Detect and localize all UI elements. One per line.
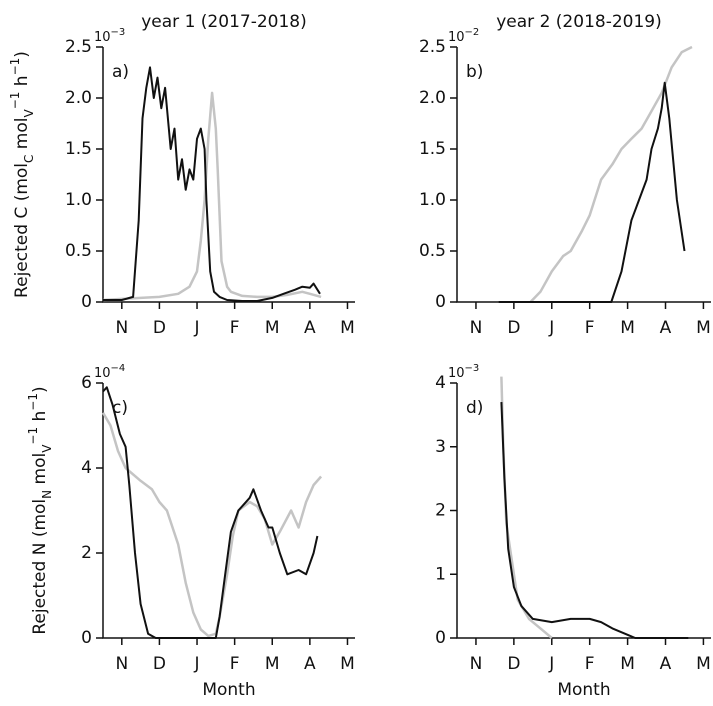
- panel-label: d): [466, 398, 483, 418]
- y-tick-label: 0: [435, 292, 446, 312]
- x-tick-label: D: [507, 654, 520, 674]
- y-tick-label: 1.0: [65, 190, 92, 210]
- y-tick-label: 3: [435, 437, 446, 457]
- y-tick-label: 4: [81, 458, 92, 478]
- axis-frame: [456, 383, 711, 639]
- x-tick-label: F: [230, 654, 240, 674]
- y-tick-label: 0.5: [419, 241, 446, 261]
- x-tick-label: J: [548, 318, 554, 338]
- y-tick-label: 2.0: [65, 88, 92, 108]
- y-axis-label-part: h: [30, 411, 50, 427]
- y-axis-label-part: mol: [12, 118, 32, 155]
- y-scale-base: 10: [94, 366, 111, 381]
- y-scale-exponent: −4: [111, 363, 126, 374]
- x-tick-label: A: [660, 318, 672, 338]
- x-tick-label: D: [153, 654, 166, 674]
- y-tick-label: 2.5: [65, 37, 92, 57]
- y-axis-label: Rejected N (molN molV−1 h−1): [26, 386, 54, 634]
- y-axis-label-part: N: [40, 490, 54, 499]
- y-scale-label: 10−4: [94, 363, 125, 381]
- x-tick-label: A: [304, 318, 316, 338]
- y-axis-label-part: −1: [8, 58, 22, 76]
- data-line: [101, 412, 323, 638]
- data-line: [500, 376, 553, 639]
- y-axis-label-part: Rejected N (mol: [30, 499, 50, 635]
- x-tick-label: F: [585, 654, 595, 674]
- y-scale-base: 10: [448, 30, 465, 45]
- y-tick-label: 2.0: [419, 88, 446, 108]
- y-axis-label: Rejected C (molC molV−1 h−1): [8, 51, 36, 298]
- x-tick-label: M: [340, 318, 355, 338]
- y-axis-label-part: C: [22, 155, 36, 163]
- x-tick-label: N: [115, 654, 128, 674]
- y-scale-exponent: −2: [465, 27, 480, 38]
- y-scale-exponent: −3: [465, 363, 480, 374]
- x-tick-label: J: [194, 318, 200, 338]
- y-tick-label: 2: [81, 543, 92, 563]
- x-tick-label: M: [620, 654, 635, 674]
- x-tick-label: M: [265, 318, 280, 338]
- data-line: [500, 402, 689, 639]
- data-line: [498, 81, 686, 303]
- y-tick-label: 2.5: [419, 37, 446, 57]
- x-tick-label: A: [304, 654, 316, 674]
- y-axis-label-part: −1: [8, 92, 22, 110]
- y-scale-label: 10−3: [94, 27, 125, 45]
- data-line: [103, 66, 321, 302]
- x-tick-label: N: [470, 654, 483, 674]
- x-tick-label: D: [153, 318, 166, 338]
- y-scale-base: 10: [448, 366, 465, 381]
- y-tick-label: 1.5: [65, 139, 92, 159]
- panel-title: year 2 (2018-2019): [496, 12, 661, 32]
- y-scale-base: 10: [94, 30, 111, 45]
- panel-label: b): [466, 62, 483, 82]
- y-axis-label-part: h: [12, 75, 32, 91]
- y-tick-label: 1: [435, 564, 446, 584]
- y-scale-exponent: −3: [111, 27, 126, 38]
- x-tick-label: J: [548, 654, 554, 674]
- y-tick-label: 1.0: [419, 190, 446, 210]
- y-axis-label-part: V: [22, 109, 36, 118]
- x-tick-label: N: [115, 318, 128, 338]
- x-tick-label: D: [507, 318, 520, 338]
- y-axis-label-part: −1: [26, 427, 40, 445]
- y-tick-label: 0.5: [65, 241, 92, 261]
- panel-title: year 1 (2017-2018): [141, 12, 306, 32]
- x-tick-label: M: [265, 654, 280, 674]
- y-tick-label: 1.5: [419, 139, 446, 159]
- x-axis-label: Month: [557, 680, 610, 700]
- y-axis-label-part: ): [12, 51, 32, 58]
- y-axis-label-part: −1: [26, 393, 40, 411]
- x-tick-label: J: [194, 654, 200, 674]
- x-tick-label: M: [696, 654, 711, 674]
- y-tick-label: 6: [81, 373, 92, 393]
- panel-label: c): [112, 398, 128, 418]
- panel-label: a): [112, 62, 129, 82]
- x-tick-label: F: [585, 318, 595, 338]
- x-tick-label: F: [230, 318, 240, 338]
- y-tick-label: 0: [81, 628, 92, 648]
- y-tick-label: 2: [435, 501, 446, 521]
- x-tick-label: A: [660, 654, 672, 674]
- data-line: [529, 45, 693, 303]
- y-scale-label: 10−3: [448, 363, 479, 381]
- y-tick-label: 0: [81, 292, 92, 312]
- x-axis-label: Month: [202, 680, 255, 700]
- x-tick-label: M: [340, 654, 355, 674]
- y-axis-label-part: ): [30, 386, 50, 393]
- data-line: [102, 386, 319, 639]
- axis-frame: [456, 47, 711, 303]
- y-tick-label: 4: [435, 373, 446, 393]
- y-axis-label-part: mol: [30, 453, 50, 490]
- y-axis-label-part: Rejected C (mol: [12, 163, 32, 298]
- x-tick-label: N: [470, 318, 483, 338]
- y-scale-label: 10−2: [448, 27, 479, 45]
- x-tick-label: M: [696, 318, 711, 338]
- y-axis-label-part: V: [40, 444, 54, 453]
- x-tick-label: M: [620, 318, 635, 338]
- y-tick-label: 0: [435, 628, 446, 648]
